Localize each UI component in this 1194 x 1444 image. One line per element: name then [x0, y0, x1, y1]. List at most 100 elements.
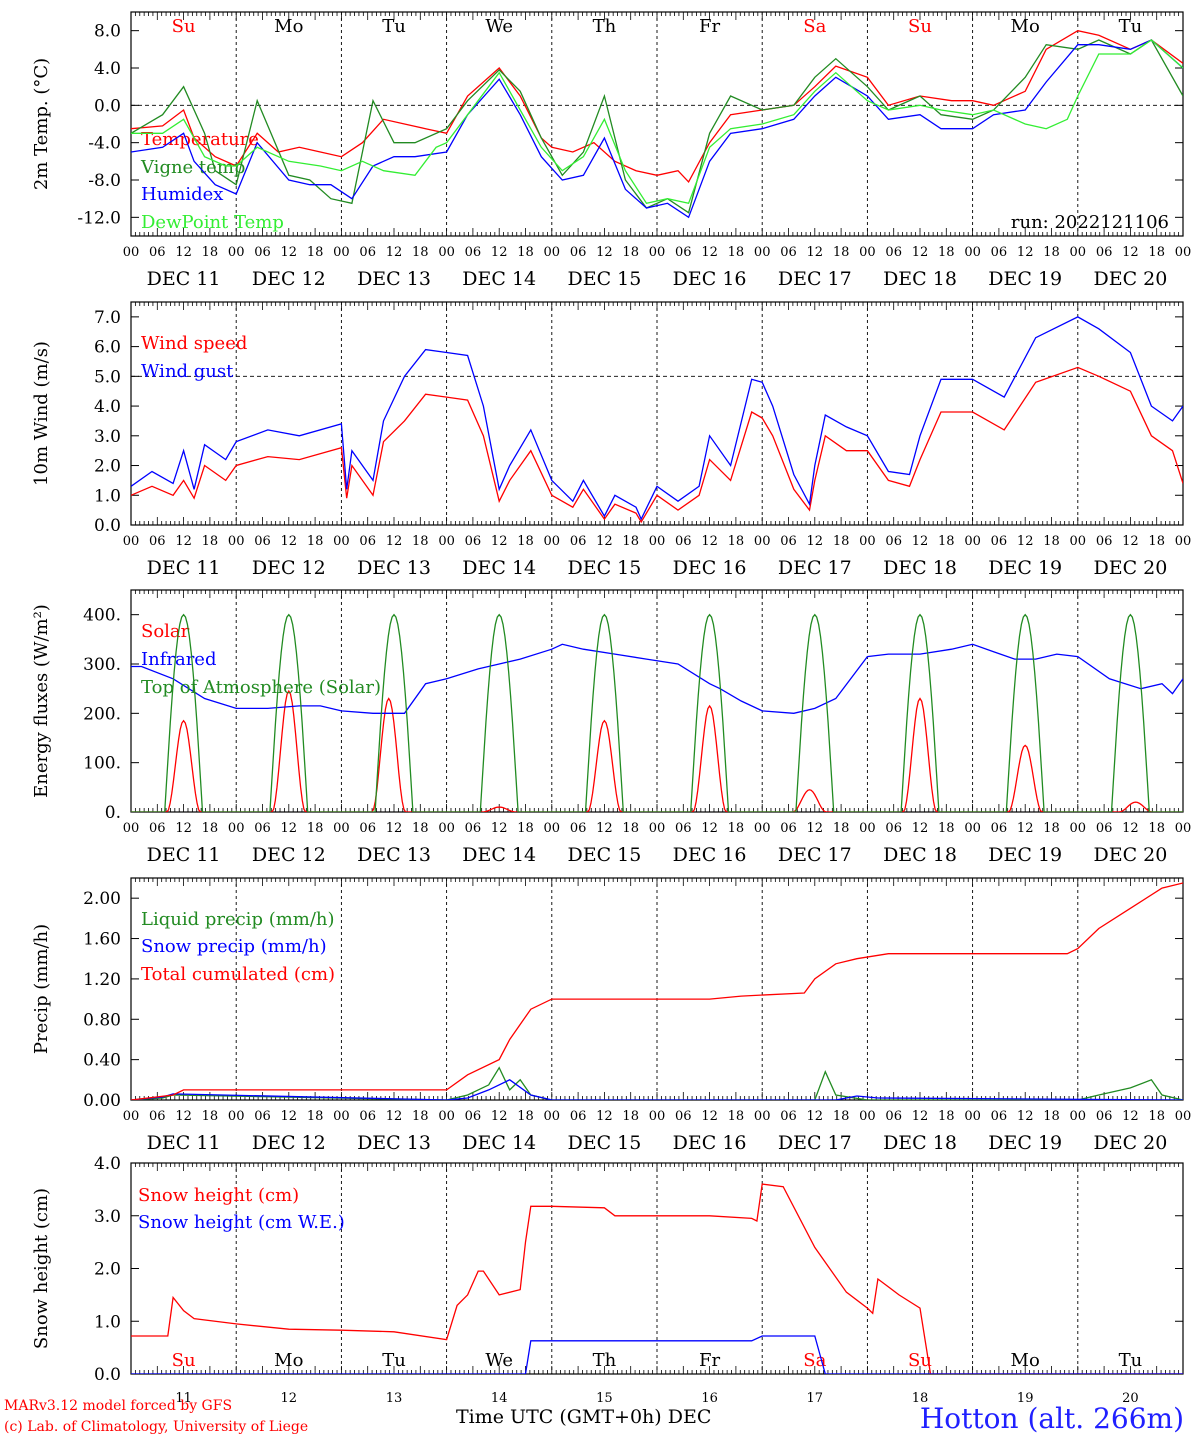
hour-label: 00	[333, 1109, 350, 1124]
series-line-darkgreen	[131, 613, 1183, 812]
hour-label: 00	[1175, 821, 1192, 836]
hour-label: 12	[1122, 534, 1139, 549]
hour-label: 00	[333, 245, 350, 260]
weekday-letter: Mo	[1011, 1350, 1040, 1371]
date-label: DEC 16	[673, 1132, 747, 1154]
hour-label: 00	[964, 534, 981, 549]
model-credit: MARv3.12 model forced by GFS	[4, 1398, 233, 1414]
hour-label: 18	[1148, 821, 1165, 836]
hour-label: 12	[1017, 821, 1034, 836]
hour-label: 18	[307, 534, 324, 549]
hour-label: 00	[649, 245, 666, 260]
series-line-red	[131, 30, 1183, 184]
day-number-label: 12	[281, 1391, 298, 1406]
y-axis-label: Snow height (cm)	[31, 1188, 52, 1349]
hour-label: 18	[833, 245, 850, 260]
hour-label: 00	[123, 821, 140, 836]
hour-label: 06	[465, 245, 482, 260]
hour-label: 12	[807, 245, 824, 260]
hour-label: 00	[228, 1109, 245, 1124]
y-tick-label: -12.0	[77, 208, 121, 228]
hour-label: 18	[622, 245, 639, 260]
date-label: DEC 20	[1093, 844, 1167, 866]
y-tick-label: 4.0	[94, 59, 121, 79]
hour-label: 06	[675, 534, 692, 549]
hour-label: 18	[622, 534, 639, 549]
hour-label: 00	[438, 1109, 455, 1124]
legend-entry: Infrared	[141, 649, 216, 670]
hour-label: 18	[938, 245, 955, 260]
time-axis-title: Time UTC (GMT+0h) DEC	[456, 1406, 712, 1428]
hour-label: 06	[465, 1109, 482, 1124]
weekday-letter: Su	[172, 16, 196, 37]
hour-label: 12	[596, 821, 613, 836]
hour-label: 06	[254, 1109, 271, 1124]
hour-label: 06	[1096, 534, 1113, 549]
series-line-red	[131, 882, 1183, 1100]
lab-credit: (c) Lab. of Climatology, University of L…	[4, 1419, 309, 1435]
legend-entry: Solar	[141, 621, 190, 642]
y-tick-label: 200.	[83, 704, 121, 724]
hour-label: 06	[570, 1109, 587, 1124]
y-tick-label: 6.0	[94, 338, 121, 358]
y-tick-label: 1.20	[83, 970, 121, 990]
y-tick-label: 4.0	[94, 397, 121, 417]
y-axis-label: 10m Wind (m/s)	[31, 341, 52, 486]
y-tick-label: -4.0	[88, 134, 121, 154]
hour-label: 06	[570, 821, 587, 836]
hour-ticks	[130, 590, 1184, 812]
hour-label: 06	[991, 534, 1008, 549]
series-line-blue	[131, 316, 1183, 521]
y-tick-label: 3.0	[94, 1207, 121, 1227]
date-label: DEC 18	[883, 557, 957, 579]
date-label: DEC 11	[147, 268, 221, 290]
hour-label: 12	[175, 245, 192, 260]
date-label: DEC 17	[778, 268, 852, 290]
date-label: DEC 15	[567, 557, 641, 579]
weekday-letter: Tu	[382, 16, 406, 37]
hour-label: 00	[228, 821, 245, 836]
hour-label: 00	[1070, 534, 1087, 549]
hour-label: 18	[938, 821, 955, 836]
hour-label: 18	[622, 821, 639, 836]
y-tick-label: 400.	[83, 606, 121, 626]
hour-label: 12	[491, 534, 508, 549]
date-label: DEC 17	[778, 844, 852, 866]
weekday-letter: Sa	[803, 16, 826, 37]
hour-label: 18	[728, 821, 745, 836]
hour-label: 06	[1096, 245, 1113, 260]
weekday-letter: Mo	[274, 16, 303, 37]
hour-label: 06	[885, 534, 902, 549]
hour-label: 12	[1122, 1109, 1139, 1124]
y-tick-label: 0.80	[83, 1010, 121, 1030]
hour-label: 06	[675, 821, 692, 836]
hour-label: 06	[465, 821, 482, 836]
series-line-blue	[131, 1079, 1183, 1100]
date-label: DEC 12	[252, 557, 326, 579]
date-label: DEC 13	[357, 268, 431, 290]
y-tick-label: -8.0	[88, 171, 121, 191]
weekday-letter: Tu	[1119, 1350, 1143, 1371]
y-tick-label: 5.0	[94, 367, 121, 387]
date-label: DEC 18	[883, 1132, 957, 1154]
day-number-label: 17	[807, 1391, 824, 1406]
hour-label: 12	[491, 821, 508, 836]
legend-entry: Wind speed	[141, 333, 247, 354]
hour-label: 18	[412, 534, 429, 549]
day-number-label: 13	[386, 1391, 403, 1406]
weekday-letter: Su	[908, 16, 932, 37]
date-label: DEC 14	[462, 844, 536, 866]
hour-label: 12	[1017, 1109, 1034, 1124]
hour-label: 06	[885, 821, 902, 836]
y-tick-label: 0.0	[94, 96, 121, 116]
hour-label: 12	[1017, 534, 1034, 549]
date-label: DEC 11	[147, 844, 221, 866]
panel-2: 7.0 6.0 5.0 4.0 3.0 2.0 1.0 0.0 10m Wind (m/s) 00…	[31, 301, 1191, 579]
y-tick-label: 3.0	[94, 427, 121, 447]
panel-4: 2.00 1.60 1.20 0.80 0.40 0.00 Precip (mm/h) 00 0…	[31, 877, 1191, 1154]
hour-label: 06	[149, 821, 166, 836]
hour-label: 00	[649, 1109, 666, 1124]
hour-label: 06	[675, 1109, 692, 1124]
hour-label: 00	[228, 245, 245, 260]
weekday-letter: We	[485, 1350, 513, 1371]
